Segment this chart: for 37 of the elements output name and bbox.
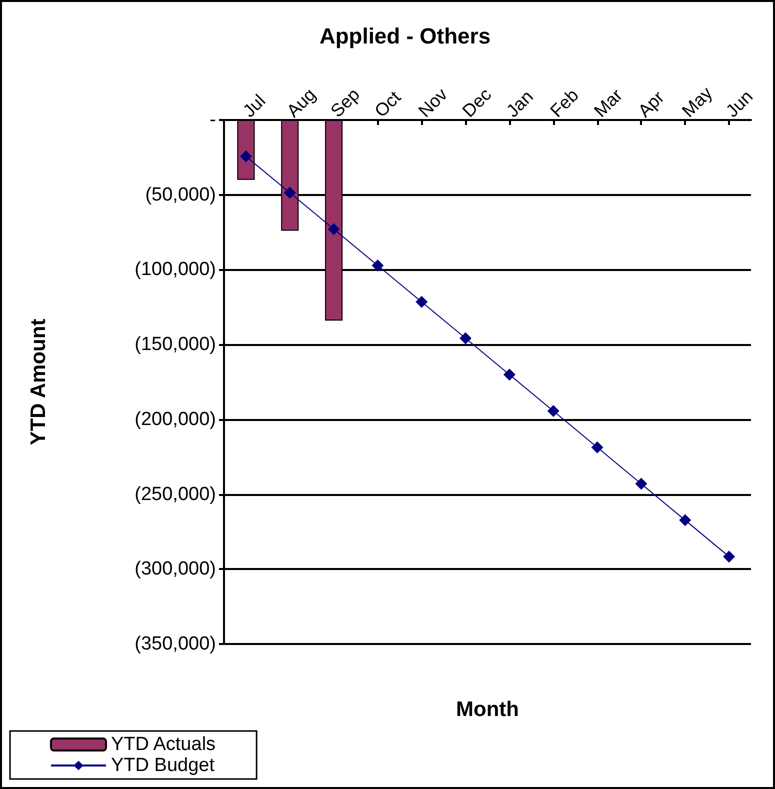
x-tick-label: Apr — [634, 87, 668, 122]
point — [460, 332, 472, 344]
y-tick-label: (350,000) — [134, 634, 216, 654]
x-tick-label: Dec — [458, 84, 496, 122]
point — [372, 260, 384, 272]
x-tick-label: Jan — [502, 86, 538, 122]
y-tick-label: (200,000) — [134, 408, 216, 430]
point — [240, 150, 252, 162]
legend-label: YTD Budget — [111, 755, 216, 776]
x-tick-label: May — [678, 82, 716, 122]
y-axis-title: YTD Amount — [27, 318, 50, 446]
x-tick-label: Nov — [414, 84, 452, 122]
point — [416, 296, 428, 308]
y-tick-label: (100,000) — [134, 259, 216, 280]
point — [635, 478, 648, 490]
y-tick-label: - — [210, 110, 216, 130]
x-tick-label: Aug — [282, 84, 320, 122]
x-tick-label: Sep — [326, 84, 364, 122]
point — [284, 186, 296, 199]
point — [723, 550, 736, 563]
x-tick-label: Oct — [370, 87, 405, 122]
x-axis-title: Month — [456, 698, 519, 721]
chart-title: Applied - Others — [319, 24, 491, 48]
x-tick-label: Jun — [722, 86, 757, 122]
point — [547, 405, 560, 418]
point — [503, 368, 516, 381]
y-tick-label: (250,000) — [134, 484, 216, 505]
point — [328, 223, 340, 236]
x-tick-label: Jul — [238, 90, 270, 122]
legend-label: YTD Actuals — [111, 734, 216, 755]
y-tick-label: (300,000) — [134, 558, 216, 580]
y-tick-label: (150,000) — [134, 334, 216, 356]
x-tick-label: Mar — [590, 85, 626, 122]
point — [591, 441, 604, 454]
point — [679, 514, 692, 526]
y-tick-label: (50,000) — [145, 184, 216, 206]
x-tick-label: Feb — [546, 85, 582, 122]
